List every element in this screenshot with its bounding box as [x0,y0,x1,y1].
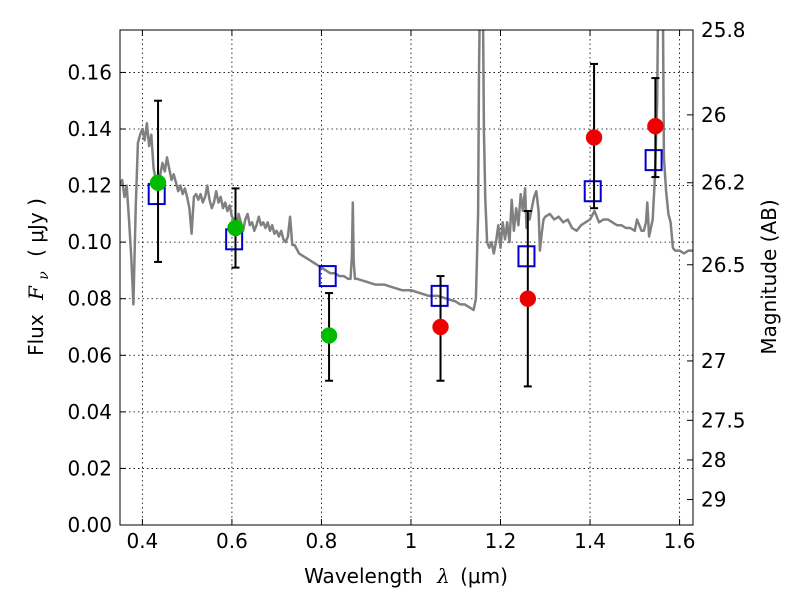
y-axis-label-symbol: F [24,285,48,301]
x-tick-label: 1.4 [574,529,606,553]
data-points [147,62,664,388]
axis-ticks: 0.4 0.6 0.8 1 1.2 1.4 1.6 0.00 0.02 0.04 0.06 0.08 0… [67,18,745,553]
plot-frame [119,29,694,526]
y-axis-label: Flux F ν ( μJy ) [24,198,53,356]
y-tick-label: 0.08 [67,287,112,311]
spectrum-line [120,30,693,312]
observed-flux-point [227,219,244,237]
x-tick-label: 0.8 [306,529,338,553]
x-tick-label: 0.4 [126,529,158,553]
y-tick-label: 0.02 [67,456,112,480]
x-axis-label: Wavelength λ (μm) [304,564,508,588]
x-tick-label: 1.2 [485,529,517,553]
x-axis-label-symbol: λ [436,564,450,588]
y-tick-label: 0.16 [67,60,112,84]
observed-flux-point [647,117,664,135]
y2-axis-label: Magnitude (AB) [757,199,781,354]
y2-tick-label: 26 [701,103,726,127]
y-tick-label: 0.04 [67,400,112,424]
y-tick-label: 0.12 [67,174,112,198]
y2-tick-label: 26.2 [701,171,746,195]
observed-flux-point [432,318,449,336]
y2-tick-label: 25.8 [701,18,746,42]
y-tick-label: 0.14 [67,117,112,141]
x-axis-label-prefix: Wavelength [304,564,423,588]
y2-tick-label: 26.5 [701,253,746,277]
observed-flux-point [149,174,167,191]
observed-flux-point [320,327,338,344]
y-axis-label-unit: ( μJy ) [24,198,48,257]
y2-tick-label: 27 [701,349,726,373]
y-tick-label: 0.10 [67,230,112,254]
y2-tick-label: 28 [701,448,726,472]
observed-flux-point [519,290,537,307]
y2-tick-label: 27.5 [701,408,746,432]
model-flux-square [644,149,663,172]
model-flux-square [318,265,337,288]
x-tick-label: 1.6 [664,529,696,553]
x-tick-label: 1 [405,529,418,553]
y2-tick-label: 29 [701,488,726,512]
y-axis-label-subscript: ν [36,271,52,280]
y-tick-label: 0.00 [67,513,112,537]
observed-flux-point [585,129,603,146]
model-flux-square [583,180,602,203]
grid [120,30,693,526]
model-spectrum [120,30,693,312]
y-axis-label-prefix: Flux [24,314,48,356]
y-tick-label: 0.06 [67,343,112,367]
model-flux-square [517,245,536,268]
x-axis-label-unit: (μm) [460,564,508,588]
x-tick-label: 0.6 [216,529,248,553]
